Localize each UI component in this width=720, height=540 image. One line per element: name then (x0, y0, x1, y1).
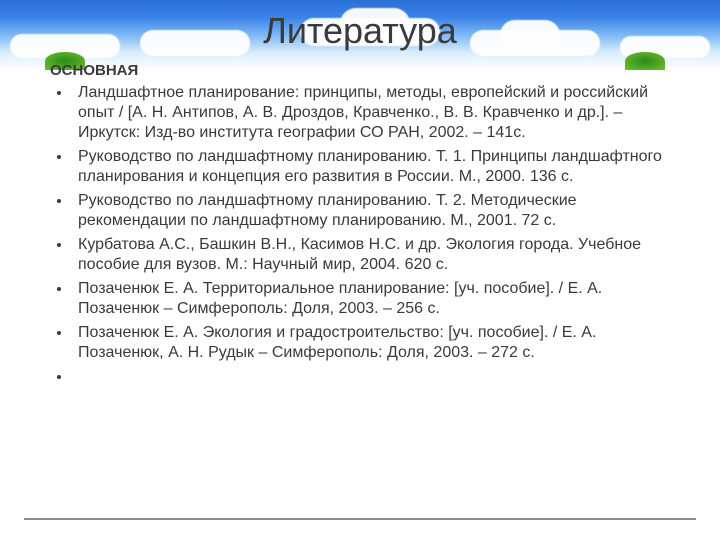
list-item: Руководство по ландшафтному планированию… (72, 191, 680, 231)
list-item: Позаченюк Е. А. Экология и градостроител… (72, 323, 680, 363)
list-item: Курбатова А.С., Башкин В.Н., Касимов Н.С… (72, 235, 680, 275)
section-subheading: ОСНОВНАЯ (50, 62, 680, 79)
slide-title: Литература (40, 10, 680, 52)
references-list: Ландшафтное планирование: принципы, мето… (40, 83, 680, 387)
list-item: Позаченюк Е. А. Территориальное планиров… (72, 279, 680, 319)
bottom-divider (24, 518, 696, 520)
list-item (72, 367, 680, 387)
list-item: Руководство по ландшафтному планированию… (72, 147, 680, 187)
slide-content: Литература ОСНОВНАЯ Ландшафтное планиров… (0, 0, 720, 387)
list-item: Ландшафтное планирование: принципы, мето… (72, 83, 680, 143)
